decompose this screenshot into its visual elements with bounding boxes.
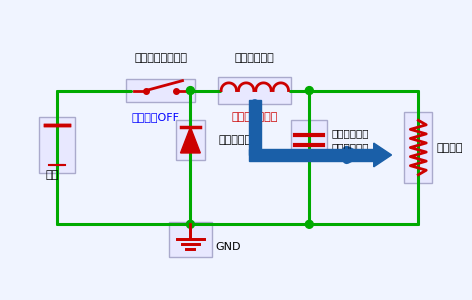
Text: 電源: 電源: [45, 170, 59, 180]
Text: 負荷抴抗: 負荷抴抗: [436, 142, 463, 152]
Text: GND: GND: [215, 242, 241, 252]
FancyBboxPatch shape: [126, 79, 195, 102]
FancyBboxPatch shape: [39, 117, 75, 173]
FancyBboxPatch shape: [169, 222, 212, 257]
Text: エネルギー放出: エネルギー放出: [232, 112, 278, 122]
FancyBboxPatch shape: [405, 112, 432, 183]
Text: スイッチング素子: スイッチング素子: [134, 53, 187, 63]
Polygon shape: [374, 143, 392, 167]
FancyBboxPatch shape: [218, 77, 292, 104]
Circle shape: [186, 87, 194, 94]
Circle shape: [186, 220, 194, 228]
Text: コンデンサー
電圧を平滑化: コンデンサー 電圧を平滑化: [331, 128, 369, 152]
Polygon shape: [249, 149, 374, 161]
Circle shape: [305, 220, 313, 228]
Circle shape: [305, 87, 313, 94]
Text: ダイオード: ダイオード: [218, 135, 251, 145]
Text: インダクター: インダクター: [235, 53, 275, 63]
Polygon shape: [249, 100, 261, 155]
Text: スイッチOFF: スイッチOFF: [132, 112, 180, 122]
FancyBboxPatch shape: [176, 120, 205, 160]
FancyBboxPatch shape: [292, 120, 327, 160]
Polygon shape: [180, 127, 200, 153]
